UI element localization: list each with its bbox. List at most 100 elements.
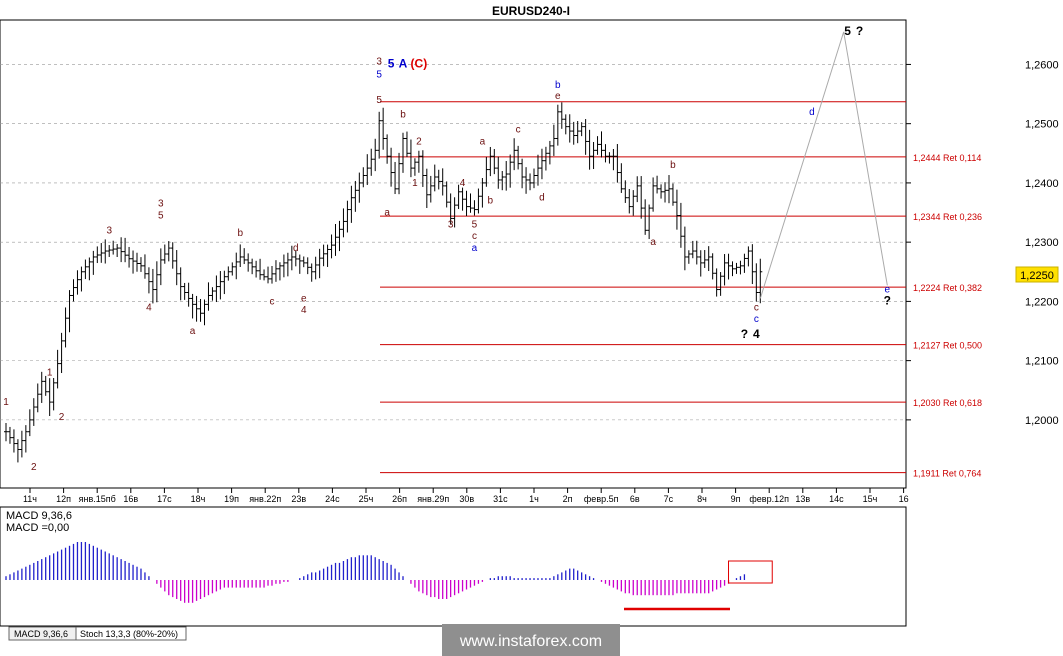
watermark: www.instaforex.com xyxy=(442,624,620,656)
ohlc-bar xyxy=(381,107,386,150)
wave-label: d xyxy=(809,107,815,118)
ohlc-bar xyxy=(575,121,580,144)
wave-label: a xyxy=(384,207,390,218)
ohlc-bar xyxy=(131,250,136,274)
wave-label: 4 xyxy=(301,305,307,316)
ohlc-bar xyxy=(35,383,40,413)
ohlc-bar xyxy=(607,152,612,164)
ohlc-bar xyxy=(397,152,402,195)
macd-alert-box xyxy=(728,560,773,584)
wave-label: a xyxy=(190,326,196,337)
time-tick-label: 24с xyxy=(325,494,340,504)
ohlc-bar xyxy=(325,244,330,267)
fibonacci-levels: 1,2444 Ret 0,114 1,2344 Ret 0,236 1,2224 R… xyxy=(380,101,982,479)
ohlc-bar xyxy=(83,259,88,280)
ohlc-bar xyxy=(686,250,691,264)
ohlc-bar xyxy=(373,138,378,172)
ohlc-bar xyxy=(321,244,326,267)
ohlc-bar xyxy=(206,282,211,311)
time-tick-label: 14с xyxy=(829,494,844,504)
time-tick-label: 25ч xyxy=(359,494,374,504)
ohlc-bar xyxy=(361,167,366,188)
ohlc-bar xyxy=(27,409,32,437)
wave-label: b xyxy=(488,196,494,207)
ohlc-bar xyxy=(95,246,100,264)
ohlc-bar xyxy=(726,253,731,280)
time-tick-label: янв.15пб xyxy=(79,494,116,504)
time-tick-label: 7с xyxy=(664,494,674,504)
wave-label: c xyxy=(472,231,477,242)
wave-label: c xyxy=(754,314,759,325)
wave-label: b xyxy=(400,110,406,121)
wave-label: A xyxy=(399,56,408,70)
ohlc-bar xyxy=(595,136,600,155)
ohlc-bar xyxy=(408,139,413,178)
ohlc-bar xyxy=(428,175,433,203)
time-tick-label: 31с xyxy=(493,494,508,504)
ohlc-bar xyxy=(119,237,124,263)
ohlc-bar xyxy=(4,422,8,442)
wave-label: 3 xyxy=(376,56,382,67)
wave-label: 2 xyxy=(59,412,65,423)
ohlc-bar xyxy=(702,250,707,268)
time-tick-label: 8ч xyxy=(697,494,707,504)
ohlc-bar xyxy=(337,220,342,252)
wave-label: c xyxy=(754,302,759,313)
ohlc-bar xyxy=(651,177,656,212)
tab-stoch[interactable] xyxy=(75,626,187,641)
ohlc-bar xyxy=(508,154,513,188)
ohlc-bar xyxy=(583,119,588,155)
ohlc-bar xyxy=(663,182,668,203)
time-tick-label: 12п xyxy=(56,494,71,504)
wave-label: 2 xyxy=(31,462,37,473)
ohlc-bar xyxy=(266,266,271,284)
ohlc-bar xyxy=(659,184,664,199)
ohlc-bar xyxy=(55,349,60,389)
wave-label: d xyxy=(539,193,545,204)
ohlc-bar xyxy=(738,260,743,275)
ohlc-bar xyxy=(623,180,628,203)
wave-label: 3 xyxy=(106,225,112,236)
fib-label: 1,1911 Ret 0,764 xyxy=(913,469,981,479)
ohlc-bar xyxy=(273,260,278,282)
ohlc-bar xyxy=(567,114,572,143)
ohlc-bar xyxy=(452,197,457,228)
ohlc-bar xyxy=(230,262,235,276)
ohlc-bar xyxy=(385,134,390,164)
price-tick-label: 1,2300 xyxy=(1025,237,1059,249)
ohlc-bar xyxy=(281,254,286,278)
ohlc-bar xyxy=(222,270,227,295)
ohlc-bar xyxy=(182,282,187,300)
time-tick-label: 15ч xyxy=(863,494,878,504)
ohlc-bar xyxy=(464,190,469,217)
ohlc-bar xyxy=(329,234,334,259)
ohlc-bar xyxy=(401,132,405,173)
ohlc-bar xyxy=(627,189,632,214)
ohlc-bar xyxy=(51,378,56,411)
ohlc-bar xyxy=(115,244,120,258)
ohlc-bar xyxy=(722,254,727,286)
time-axis: 11ч 12п янв.15пб 16в 17с 18ч 19п янв.22п 23в 24с 2… xyxy=(23,488,909,504)
ohlc-bar xyxy=(142,254,147,279)
ohlc-bar xyxy=(754,263,759,302)
ohlc-bar xyxy=(678,202,683,248)
wave-label: 2 xyxy=(416,136,422,147)
ohlc-bar xyxy=(198,298,203,322)
ohlc-bar xyxy=(254,260,259,278)
ohlc-bar xyxy=(532,168,537,189)
ohlc-bar xyxy=(535,154,540,186)
indicator-tabs: MACD 9,36,6 Stoch 13,3,3 (80%-20%) xyxy=(8,626,187,641)
ohlc-bar xyxy=(138,257,143,272)
price-tick-label: 1,2100 xyxy=(1025,356,1059,368)
ohlc-bar xyxy=(7,426,12,444)
ohlc-bar xyxy=(79,266,84,292)
wave-label: e xyxy=(885,285,891,296)
wave-label: b xyxy=(237,228,243,239)
ohlc-bar xyxy=(194,295,199,322)
ohlc-bar xyxy=(305,257,310,275)
ohlc-bar xyxy=(289,245,294,271)
ohlc-bar xyxy=(277,262,282,281)
ohlc-bar xyxy=(285,252,290,277)
ohlc-bar xyxy=(448,193,453,225)
